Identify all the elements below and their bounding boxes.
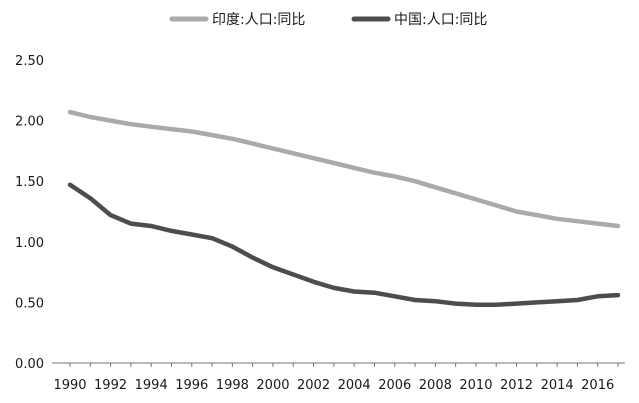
y-tick-label: 0.50 xyxy=(15,296,44,311)
x-tick-label: 2000 xyxy=(256,378,289,393)
x-tick-label: 2008 xyxy=(419,378,452,393)
x-tick-label: 1990 xyxy=(53,378,86,393)
x-axis: 1990 1992 1994 1996 1998 2000 2002 2004 2006 2008… xyxy=(52,362,625,393)
y-tick-label: 1.00 xyxy=(15,236,44,251)
x-tick-label: 1996 xyxy=(175,378,208,393)
x-tick-label: 2002 xyxy=(297,378,330,393)
legend-label-0: 印度:人口:同比 xyxy=(212,12,305,28)
x-tick-label: 1998 xyxy=(216,378,249,393)
x-tick-label: 2010 xyxy=(459,378,492,393)
x-tick-label: 2004 xyxy=(338,378,371,393)
x-tick-label: 2006 xyxy=(378,378,411,393)
y-tick-label: 2.50 xyxy=(15,54,44,69)
x-tick-label: 2012 xyxy=(500,378,533,393)
x-tick-label: 2016 xyxy=(581,378,614,393)
legend: 印度:人口:同比 中国:人口:同比 xyxy=(169,12,487,28)
series-line-0 xyxy=(67,109,621,229)
x-tick-label: 1994 xyxy=(135,378,168,393)
y-tick-label: 1.50 xyxy=(15,175,44,190)
x-tick-label: 2014 xyxy=(541,378,574,393)
legend-label-1: 中国:人口:同比 xyxy=(394,12,487,28)
x-tick-label: 1992 xyxy=(94,378,127,393)
y-tick-label: 2.00 xyxy=(15,115,44,130)
series-layer xyxy=(67,109,621,308)
y-axis: 0.00 0.50 1.00 1.50 2.00 2.50 xyxy=(15,54,44,372)
y-tick-label: 0.00 xyxy=(15,357,44,372)
series-line-1 xyxy=(67,182,621,308)
